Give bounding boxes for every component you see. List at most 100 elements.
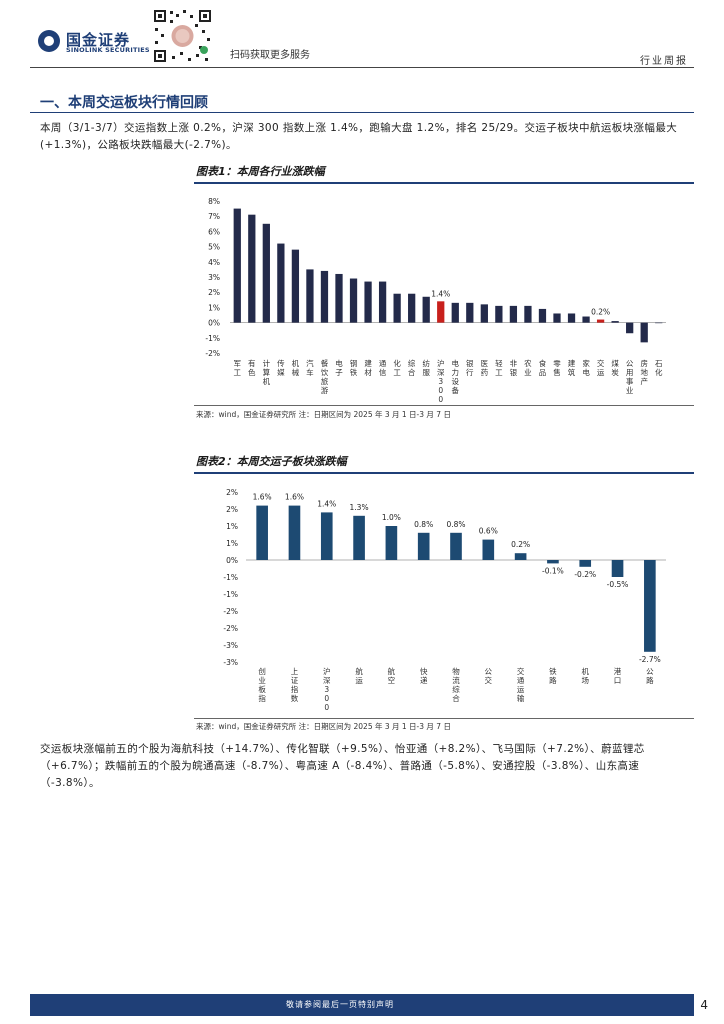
category-label: 房 bbox=[640, 358, 648, 368]
y-tick-label: 7% bbox=[208, 212, 220, 221]
category-label: 非 bbox=[510, 358, 518, 368]
category-label: 运 bbox=[517, 685, 525, 694]
category-label: 设 bbox=[452, 376, 460, 386]
y-tick-label: 2% bbox=[226, 488, 238, 497]
category-label: 车 bbox=[306, 367, 314, 377]
category-label: 通 bbox=[379, 358, 387, 368]
bar bbox=[495, 305, 503, 323]
qr-code-icon[interactable] bbox=[150, 6, 215, 66]
category-label: 家 bbox=[582, 358, 590, 368]
bar bbox=[277, 243, 285, 323]
bar bbox=[408, 293, 416, 323]
bar bbox=[353, 515, 365, 560]
category-label: 计 bbox=[263, 358, 271, 368]
category-label: 银 bbox=[466, 359, 474, 368]
category-label: 游 bbox=[321, 385, 329, 395]
y-tick-label: -2% bbox=[223, 607, 238, 616]
category-label: 化 bbox=[655, 367, 663, 377]
brand-name-cn: 国金证券 bbox=[66, 31, 131, 49]
y-tick-label: 1% bbox=[226, 522, 238, 531]
data-label: 0.8% bbox=[446, 520, 465, 529]
category-label: 轻 bbox=[495, 358, 503, 368]
page-number: 4 bbox=[700, 998, 708, 1012]
category-label: 场 bbox=[581, 676, 589, 685]
category-label: 板 bbox=[258, 684, 266, 694]
category-label: 售 bbox=[553, 367, 561, 377]
bar bbox=[538, 308, 547, 323]
category-label: 深 bbox=[437, 368, 445, 377]
data-label: 1.3% bbox=[350, 503, 369, 512]
bar bbox=[422, 296, 430, 323]
category-label: 媒 bbox=[277, 368, 285, 377]
y-tick-label: 0% bbox=[208, 319, 220, 328]
bar bbox=[349, 278, 358, 323]
category-label: 纺 bbox=[422, 358, 430, 368]
category-label: 信 bbox=[379, 367, 387, 377]
category-label: 子 bbox=[335, 368, 343, 377]
bar bbox=[288, 505, 301, 560]
category-label: 公 bbox=[485, 667, 493, 676]
category-label: 合 bbox=[452, 693, 460, 703]
category-label: 0 bbox=[438, 395, 443, 404]
bar bbox=[640, 322, 648, 343]
figure2-bottom-rule bbox=[194, 718, 694, 719]
category-label: 沪 bbox=[323, 666, 331, 676]
category-label: 品 bbox=[539, 368, 547, 377]
category-label: 电 bbox=[582, 367, 590, 377]
y-tick-label: 0% bbox=[226, 556, 238, 565]
figure1-chart: 8%7%6%5%4%3%2%1%0%-1%-2%军工有色计算机传媒机械汽车餐饮旅… bbox=[205, 197, 666, 404]
category-label: 深 bbox=[323, 676, 331, 685]
category-label: 力 bbox=[452, 367, 460, 377]
category-label: 建 bbox=[568, 358, 576, 368]
data-label: 1.6% bbox=[253, 493, 272, 502]
data-label: 0.2% bbox=[511, 540, 530, 549]
category-label: 行 bbox=[466, 367, 474, 377]
category-label: 筑 bbox=[568, 367, 576, 377]
category-label: 电 bbox=[452, 358, 460, 368]
bar bbox=[596, 319, 605, 323]
category-label: 备 bbox=[452, 385, 460, 395]
data-label: 1.4% bbox=[317, 499, 336, 508]
category-label: 机 bbox=[292, 358, 300, 368]
category-label: 有 bbox=[248, 358, 256, 368]
category-label: 公 bbox=[626, 359, 634, 368]
category-label: 化 bbox=[393, 358, 401, 368]
y-tick-label: 1% bbox=[226, 539, 238, 548]
y-tick-label: -2% bbox=[223, 624, 238, 633]
category-label: 农 bbox=[524, 358, 532, 368]
disclaimer-note[interactable]: 敬请参阅最后一页特别声明 bbox=[286, 1000, 394, 1009]
category-label: 0 bbox=[324, 703, 329, 712]
category-label: 用 bbox=[626, 368, 634, 377]
category-label: 饮 bbox=[321, 367, 329, 377]
y-tick-label: 2% bbox=[208, 288, 220, 297]
category-label: 军 bbox=[234, 359, 242, 368]
data-label: -0.1% bbox=[542, 566, 564, 575]
bar bbox=[482, 539, 495, 560]
bar bbox=[644, 560, 656, 652]
category-label: 钢 bbox=[350, 358, 358, 368]
category-label: 事 bbox=[626, 376, 634, 386]
bar bbox=[626, 322, 634, 334]
category-label: 炭 bbox=[611, 368, 619, 377]
category-label: 业 bbox=[626, 385, 634, 395]
data-label: 0.8% bbox=[414, 520, 433, 529]
bar bbox=[466, 302, 474, 323]
category-label: 创 bbox=[258, 666, 266, 676]
category-label: 业 bbox=[524, 367, 532, 377]
figure1-title: 图表1：本周各行业涨跌幅 bbox=[196, 165, 325, 178]
figure2-title: 图表2：本周交运子板块涨跌幅 bbox=[196, 455, 347, 468]
brand-logo-icon bbox=[38, 30, 60, 52]
category-label: 传 bbox=[277, 358, 285, 368]
category-label: 零 bbox=[553, 359, 561, 368]
bar bbox=[509, 305, 518, 323]
bar bbox=[291, 249, 300, 323]
category-label: 指 bbox=[291, 684, 299, 694]
figure1-top-rule bbox=[194, 182, 694, 184]
figure2-chart: 2%2%1%1%0%-1%-1%-2%-2%-3%-3%1.6%创业板指1.6%… bbox=[223, 488, 666, 712]
category-label: 机 bbox=[581, 666, 589, 676]
y-tick-label: -1% bbox=[223, 573, 238, 582]
category-label: 业 bbox=[258, 675, 266, 685]
y-tick-label: -3% bbox=[223, 641, 238, 650]
category-label: 工 bbox=[234, 368, 242, 377]
y-tick-label: -1% bbox=[205, 334, 220, 343]
